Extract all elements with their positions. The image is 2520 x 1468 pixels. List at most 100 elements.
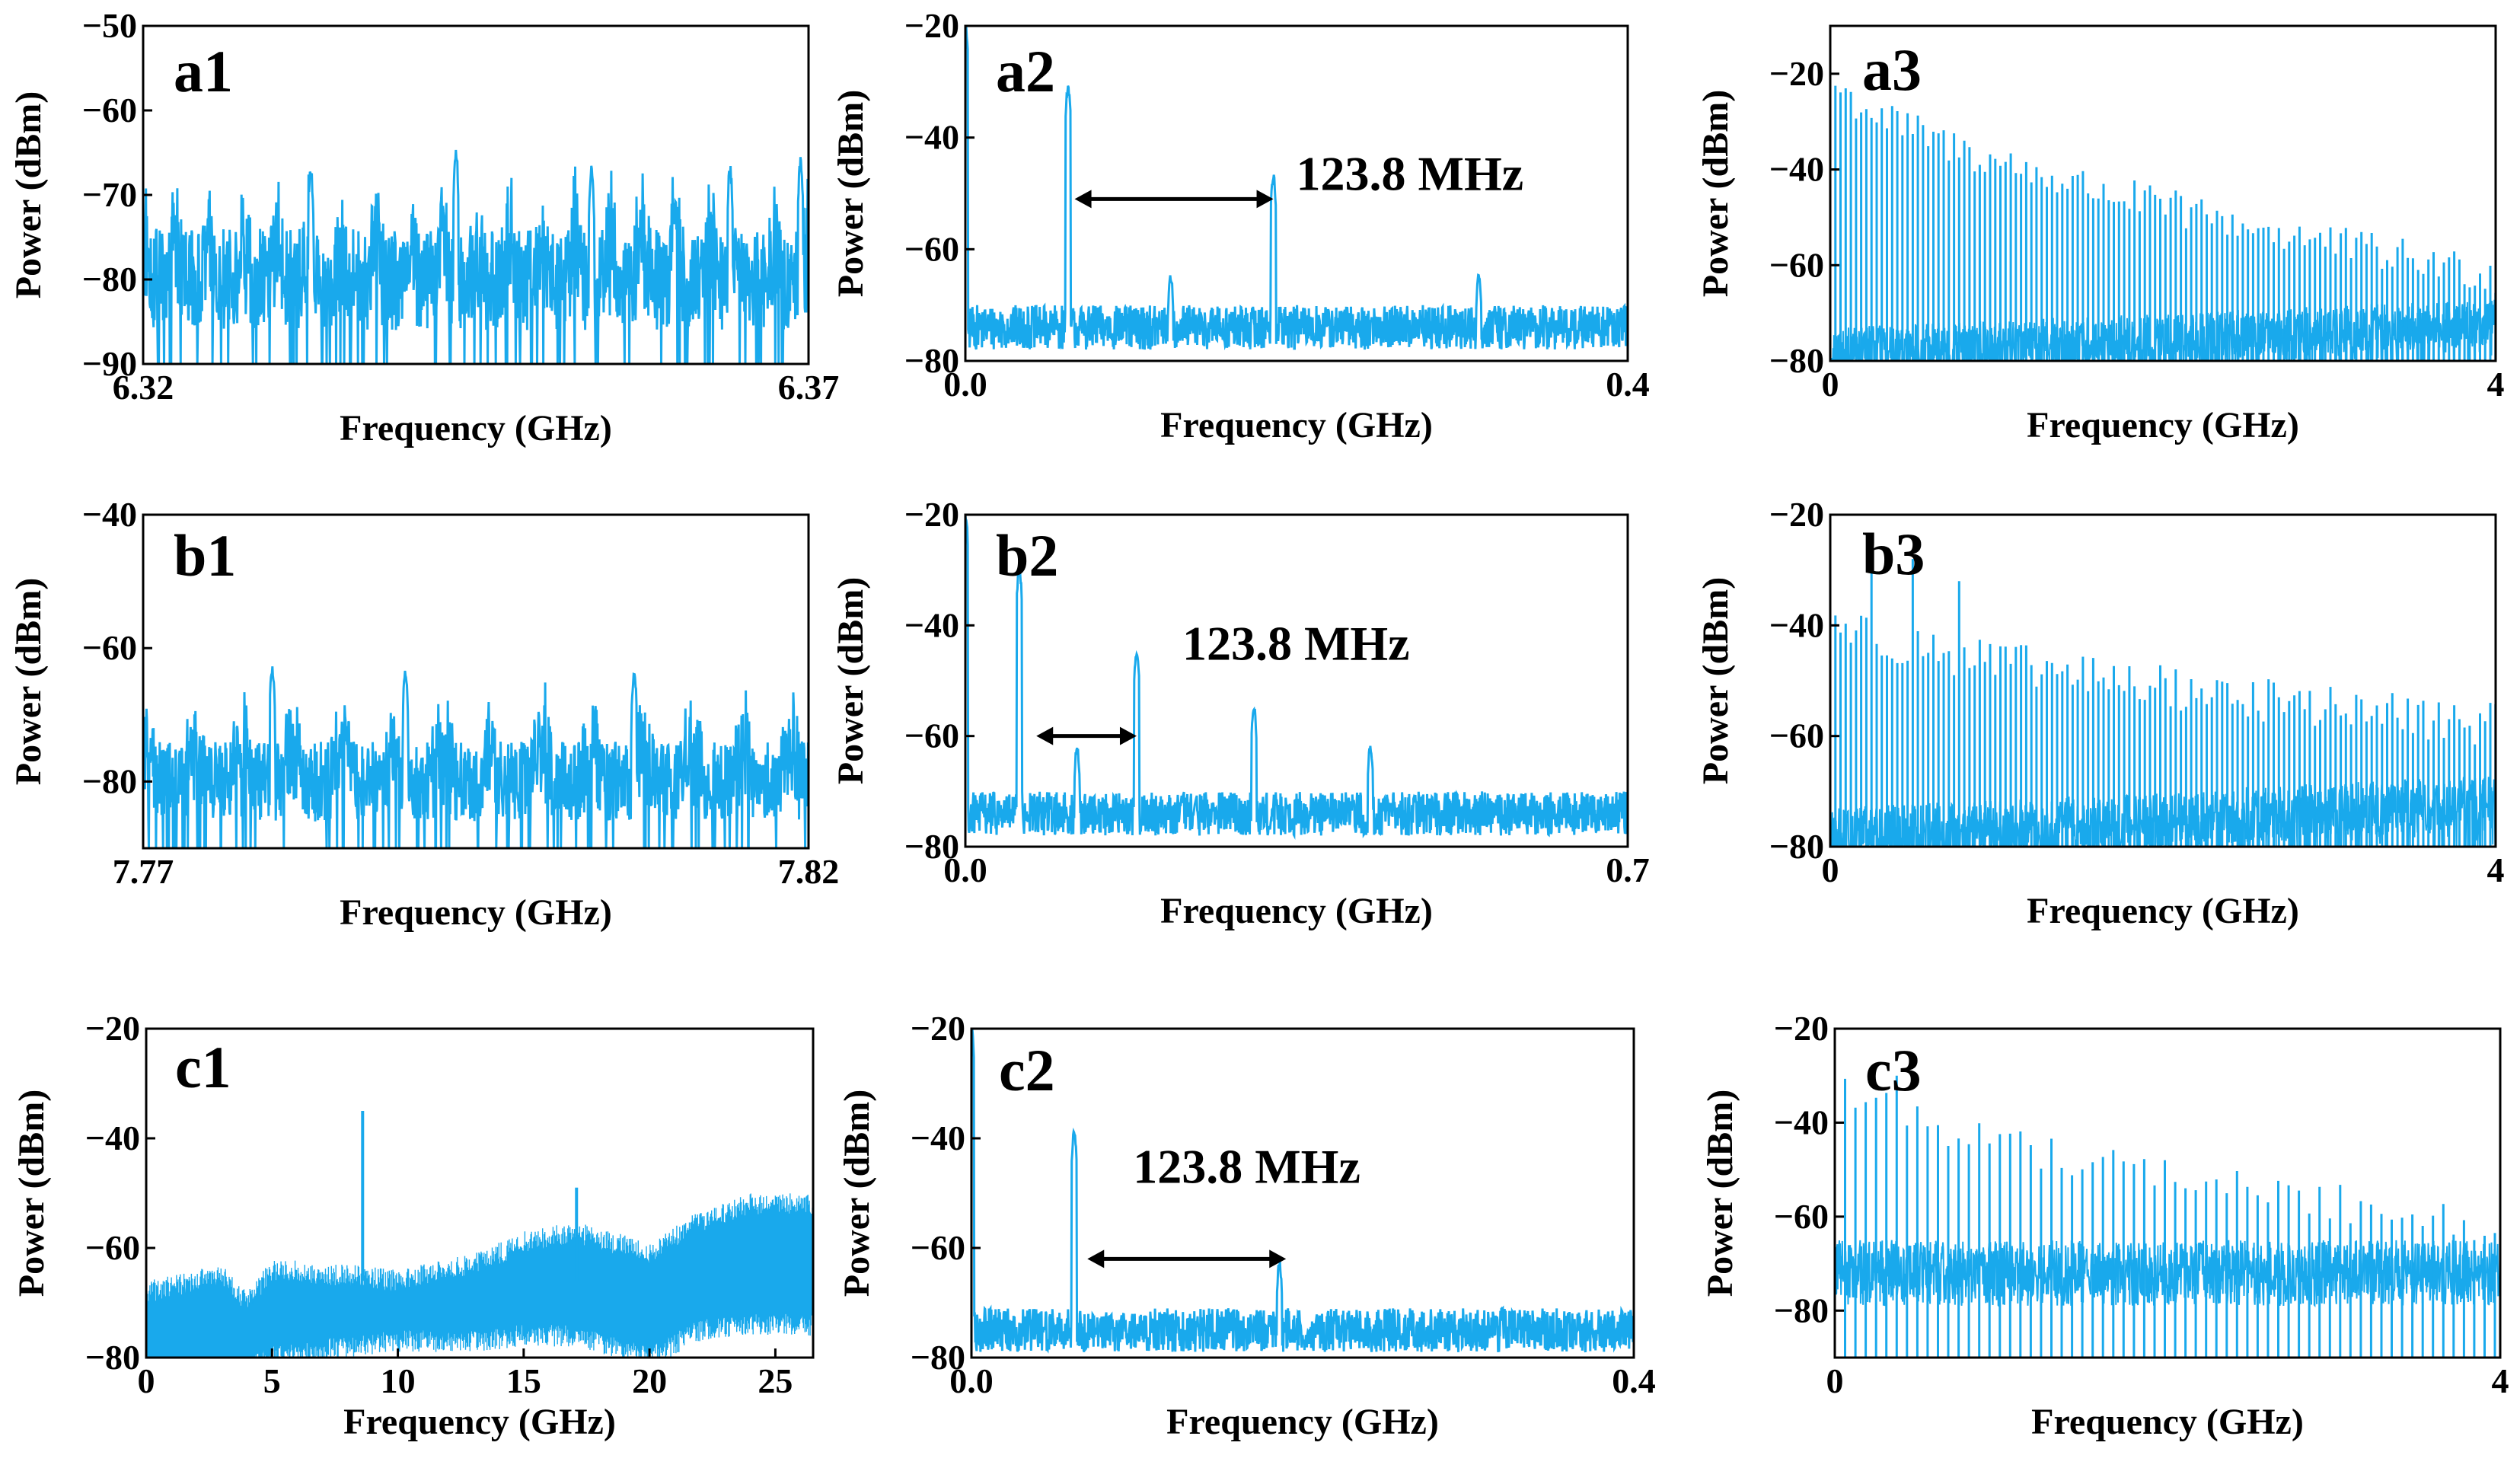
x-axis-label: Frequency (GHz) xyxy=(340,892,612,933)
trace-group-a3 xyxy=(1830,85,2496,361)
panel-c2: −80 −60 −40 −20 0.0 0.4 Frequency (GHz) Power (… xyxy=(837,1009,1656,1442)
y-axis-label: Power (dBm) xyxy=(837,1090,877,1297)
x-tick-label: 6.37 xyxy=(778,368,840,407)
y-axis-label: Power (dBm) xyxy=(8,578,49,785)
trace-group-a1 xyxy=(143,149,809,364)
x-tick-label: 0.0 xyxy=(949,1361,994,1400)
panel-c1: −80 −60 −40 −20 0 5 10 15 20 25 Frequency (GHz) Pow… xyxy=(11,1009,815,1442)
trace-group-b2 xyxy=(965,515,1628,841)
y-tick-label: −80 xyxy=(904,341,959,380)
spectrum-trace xyxy=(971,1029,1634,1354)
x-tick-label: 0.0 xyxy=(943,850,987,889)
y-tick-label: −20 xyxy=(904,495,959,534)
x-axis-label: Frequency (GHz) xyxy=(343,1402,616,1442)
panel-label: a3 xyxy=(1862,37,1922,103)
x-tick-label: 0 xyxy=(1826,1361,1844,1400)
x-tick-label: 5 xyxy=(263,1361,281,1400)
y-tick-label: −80 xyxy=(82,761,137,800)
y-tick-label: −40 xyxy=(1769,605,1824,644)
arrow-head-right xyxy=(1119,726,1137,745)
comb-lines xyxy=(1844,1075,2496,1358)
trace-group-a2 xyxy=(965,26,1628,351)
plot-frame xyxy=(970,1027,1635,1359)
spacing-annotation: 123.8 MHz xyxy=(1182,617,1410,671)
panel-label: c2 xyxy=(999,1037,1055,1103)
plot-frame xyxy=(964,513,1629,848)
y-axis-label: Power (dBm) xyxy=(11,1090,52,1297)
spacing-annotation: 123.8 MHz xyxy=(1133,1139,1360,1193)
x-tick-label: 7.82 xyxy=(778,852,840,891)
plot-frame xyxy=(1833,1027,2502,1359)
y-tick-label: −80 xyxy=(1769,827,1824,866)
x-tick-label: 6.32 xyxy=(113,368,174,407)
y-tick-label: −60 xyxy=(904,716,959,755)
arrow-head-left xyxy=(1036,726,1054,745)
y-axis-label: Power (dBm) xyxy=(1700,1090,1740,1297)
y-tick-label: −20 xyxy=(1774,1009,1829,1048)
panel-label: c3 xyxy=(1865,1037,1922,1103)
x-axis-label: Frequency (GHz) xyxy=(2031,1402,2304,1442)
x-tick-label: 0.0 xyxy=(943,365,987,404)
x-tick-label: 25 xyxy=(758,1361,793,1400)
x-tick-label: 0 xyxy=(1822,365,1839,404)
plot-frame xyxy=(964,24,1629,362)
x-axis-label: Frequency (GHz) xyxy=(1160,891,1433,931)
y-tick-label: −60 xyxy=(85,1228,140,1267)
x-axis-label: Frequency (GHz) xyxy=(1160,405,1433,445)
y-tick-label: −60 xyxy=(82,628,137,667)
y-tick-label: −80 xyxy=(85,1338,140,1377)
y-axis-label: Power (dBm) xyxy=(1695,90,1736,297)
floor-noise xyxy=(1830,299,2496,361)
x-tick-label: 4 xyxy=(2492,1361,2509,1400)
trace-group-c2 xyxy=(971,1029,1634,1354)
panel-label: b2 xyxy=(996,522,1058,589)
panel-label: b1 xyxy=(174,522,236,589)
plot-frame xyxy=(1829,513,2497,848)
arrow-head-left xyxy=(1074,190,1092,209)
x-tick-label: 10 xyxy=(381,1361,416,1400)
x-axis-label: Frequency (GHz) xyxy=(340,408,612,448)
y-tick-label: −80 xyxy=(82,260,137,298)
y-tick-label: −50 xyxy=(82,6,137,45)
panel-b3: −80 −60 −40 −20 0 4 Frequency (GHz) Power (dBm)… xyxy=(1695,495,2505,931)
floor-noise xyxy=(1835,1240,2500,1358)
y-tick-label: −40 xyxy=(1769,150,1824,189)
y-tick-label: −20 xyxy=(1769,495,1824,534)
panel-label: c1 xyxy=(175,1034,231,1100)
y-tick-label: −20 xyxy=(911,1009,965,1048)
y-tick-label: −70 xyxy=(82,175,137,214)
arrow-head-left xyxy=(1087,1249,1105,1269)
panel-c3: −80 −60 −40 −20 0 4 Frequency (GHz) Power (dBm)… xyxy=(1700,1009,2509,1442)
spectrum-trace xyxy=(143,666,809,848)
y-tick-label: −80 xyxy=(911,1338,965,1377)
trace-group-c1 xyxy=(146,1111,813,1358)
spectrum-trace xyxy=(965,515,1628,841)
y-tick-label: −60 xyxy=(1774,1197,1829,1236)
y-tick-label: −40 xyxy=(904,118,959,157)
trace-group-b3 xyxy=(1830,547,2496,847)
x-tick-label: 0.7 xyxy=(1606,850,1650,889)
panel-b1: −80 −60 −40 7.77 7.82 Frequency (GHz) Power (d… xyxy=(8,495,839,933)
y-tick-label: −40 xyxy=(1774,1103,1829,1141)
y-tick-label: −20 xyxy=(85,1009,140,1048)
x-tick-label: 0.4 xyxy=(1612,1361,1656,1400)
x-tick-label: 4 xyxy=(2487,365,2505,404)
x-tick-label: 15 xyxy=(506,1361,541,1400)
comb-lines xyxy=(1834,85,2496,361)
y-axis-label: Power (dBm) xyxy=(831,577,871,784)
x-axis-label: Frequency (GHz) xyxy=(2027,405,2299,445)
panel-a2: −80 −60 −40 −20 0.0 0.4 Frequency (GHz) Power (… xyxy=(831,6,1650,445)
x-axis-label: Frequency (GHz) xyxy=(1166,1402,1439,1442)
trace-group-c3 xyxy=(1835,1075,2500,1358)
y-tick-label: −60 xyxy=(911,1228,965,1267)
x-tick-label: 0.4 xyxy=(1606,365,1650,404)
panel-label: a1 xyxy=(174,38,233,104)
noise-texture xyxy=(146,1193,813,1358)
spacing-annotation: 123.8 MHz xyxy=(1297,146,1524,200)
y-tick-label: −40 xyxy=(904,605,959,644)
y-tick-label: −80 xyxy=(904,827,959,866)
y-tick-label: −90 xyxy=(82,344,137,383)
y-tick-label: −20 xyxy=(1769,54,1824,93)
y-axis-label: Power (dBm) xyxy=(8,91,49,298)
